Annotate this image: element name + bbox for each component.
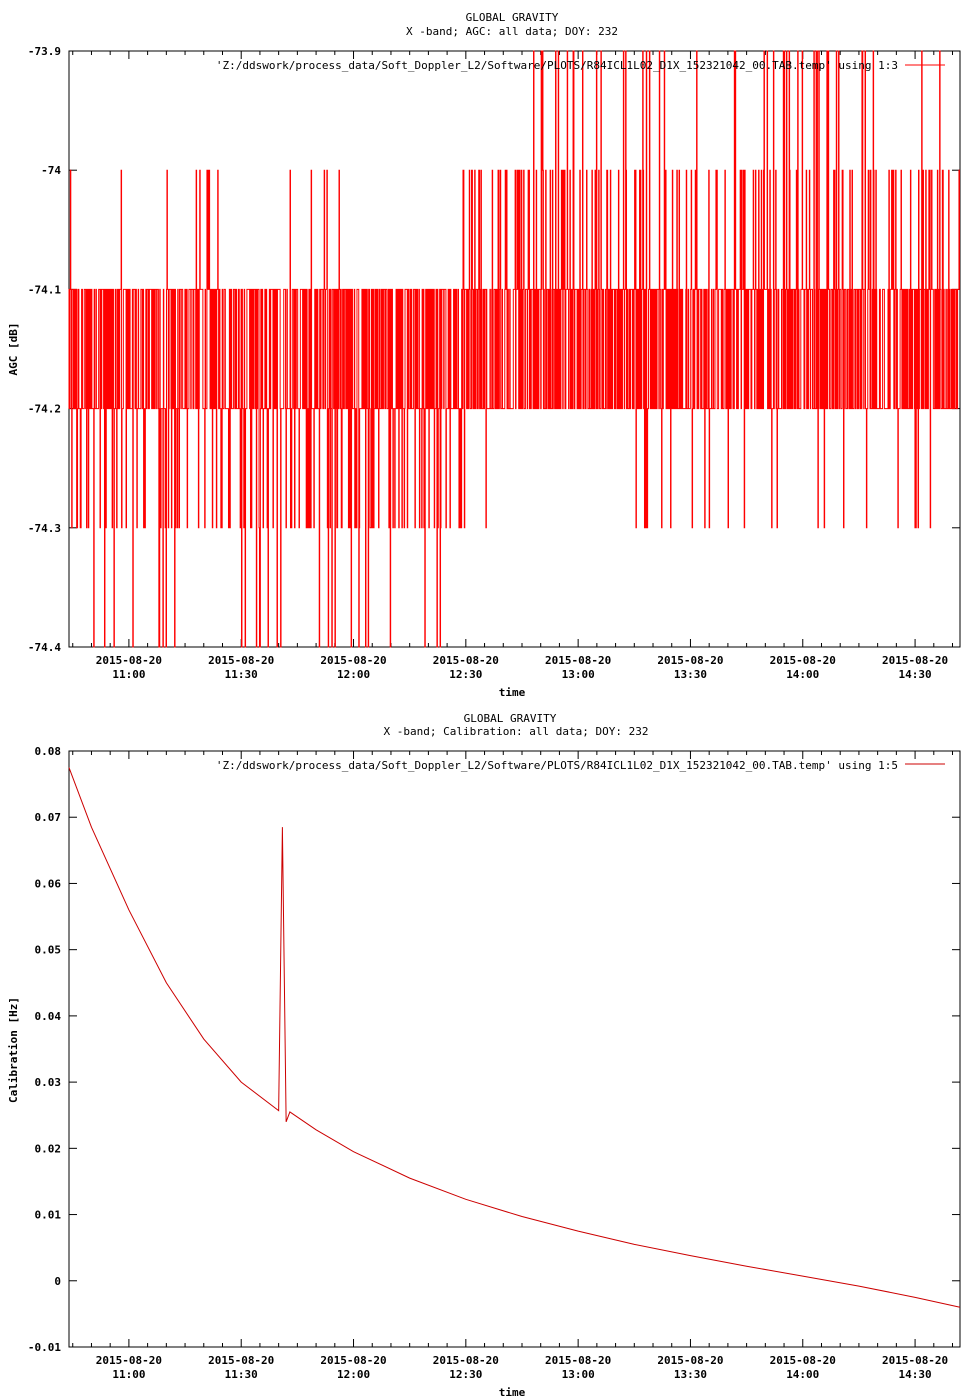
x-tick-date: 2015-08-20 [657, 654, 723, 667]
x-tick-date: 2015-08-20 [657, 1354, 723, 1367]
x-tick-time: 12:00 [337, 668, 370, 681]
x-tick-time: 11:00 [112, 668, 145, 681]
x-tick-date: 2015-08-20 [882, 1354, 948, 1367]
x-tick-date: 2015-08-20 [770, 1354, 836, 1367]
x-tick-date: 2015-08-20 [96, 654, 162, 667]
x-tick-date: 2015-08-20 [208, 1354, 274, 1367]
calibration-chart-subtitle: X -band; Calibration: all data; DOY: 232 [384, 725, 649, 738]
agc-legend-label: 'Z:/ddswork/process_data/Soft_Doppler_L2… [216, 59, 898, 72]
y-tick-label: 0.07 [35, 811, 62, 824]
x-tick-time: 13:30 [674, 1368, 707, 1381]
x-tick-date: 2015-08-20 [770, 654, 836, 667]
y-tick-label: -0.01 [28, 1341, 61, 1354]
x-tick-date: 2015-08-20 [320, 654, 386, 667]
agc-chart-subtitle: X -band; AGC: all data; DOY: 232 [406, 25, 618, 38]
y-tick-label: 0.04 [35, 1010, 62, 1023]
y-tick-label: -74.1 [28, 283, 61, 296]
agc-chart-title: GLOBAL GRAVITY [466, 11, 559, 24]
calibration-chart-title: GLOBAL GRAVITY [464, 712, 557, 725]
agc-x-axis: 2015-08-2011:002015-08-2011:302015-08-20… [72, 51, 954, 681]
y-tick-label: -74 [41, 164, 61, 177]
calibration-plot-frame [68, 750, 961, 1348]
x-tick-time: 13:00 [562, 1368, 595, 1381]
agc-y-axis-label: AGC [dB] [7, 323, 20, 376]
x-tick-date: 2015-08-20 [96, 1354, 162, 1367]
x-tick-time: 11:30 [225, 1368, 258, 1381]
calibration-x-axis: 2015-08-2011:002015-08-2011:302015-08-20… [72, 751, 954, 1381]
x-tick-date: 2015-08-20 [208, 654, 274, 667]
x-tick-time: 14:30 [899, 668, 932, 681]
calibration-series-line [68, 767, 961, 1308]
x-tick-date: 2015-08-20 [433, 654, 499, 667]
y-tick-label: 0 [54, 1275, 61, 1288]
calibration-chart: GLOBAL GRAVITY X -band; Calibration: all… [7, 712, 961, 1399]
x-tick-date: 2015-08-20 [545, 654, 611, 667]
x-tick-time: 13:00 [562, 668, 595, 681]
calibration-x-axis-label: time [499, 1386, 526, 1399]
agc-series-line [68, 50, 960, 648]
x-tick-time: 14:00 [786, 1368, 819, 1381]
x-tick-time: 11:00 [112, 1368, 145, 1381]
y-tick-label: 0.08 [35, 745, 62, 758]
x-tick-time: 14:00 [786, 668, 819, 681]
agc-series [68, 50, 961, 648]
x-tick-time: 14:30 [899, 1368, 932, 1381]
y-tick-label: 0.06 [35, 877, 62, 890]
x-tick-time: 12:30 [449, 668, 482, 681]
x-tick-time: 12:30 [449, 1368, 482, 1381]
y-tick-label: 0.05 [35, 944, 62, 957]
calibration-legend-label: 'Z:/ddswork/process_data/Soft_Doppler_L2… [216, 759, 898, 772]
x-tick-time: 13:30 [674, 668, 707, 681]
x-tick-time: 11:30 [225, 668, 258, 681]
y-tick-label: -74.2 [28, 403, 61, 416]
x-tick-date: 2015-08-20 [882, 654, 948, 667]
x-tick-date: 2015-08-20 [433, 1354, 499, 1367]
calibration-y-axis-label: Calibration [Hz] [7, 997, 20, 1103]
x-tick-time: 12:00 [337, 1368, 370, 1381]
y-tick-label: -74.4 [28, 641, 61, 654]
y-tick-label: -73.9 [28, 45, 61, 58]
calibration-series [68, 767, 961, 1308]
y-tick-label: 0.02 [35, 1142, 62, 1155]
y-tick-label: 0.03 [35, 1076, 62, 1089]
x-tick-date: 2015-08-20 [320, 1354, 386, 1367]
agc-chart: GLOBAL GRAVITY X -band; AGC: all data; D… [7, 11, 961, 699]
agc-x-axis-label: time [499, 686, 526, 699]
x-tick-date: 2015-08-20 [545, 1354, 611, 1367]
y-tick-label: 0.01 [35, 1209, 62, 1222]
y-tick-label: -74.3 [28, 522, 61, 535]
calibration-y-axis: 0.08 0.07 0.06 0.05 0.04 0.03 0.02 0.01 0 -0.01 [28, 745, 960, 1354]
